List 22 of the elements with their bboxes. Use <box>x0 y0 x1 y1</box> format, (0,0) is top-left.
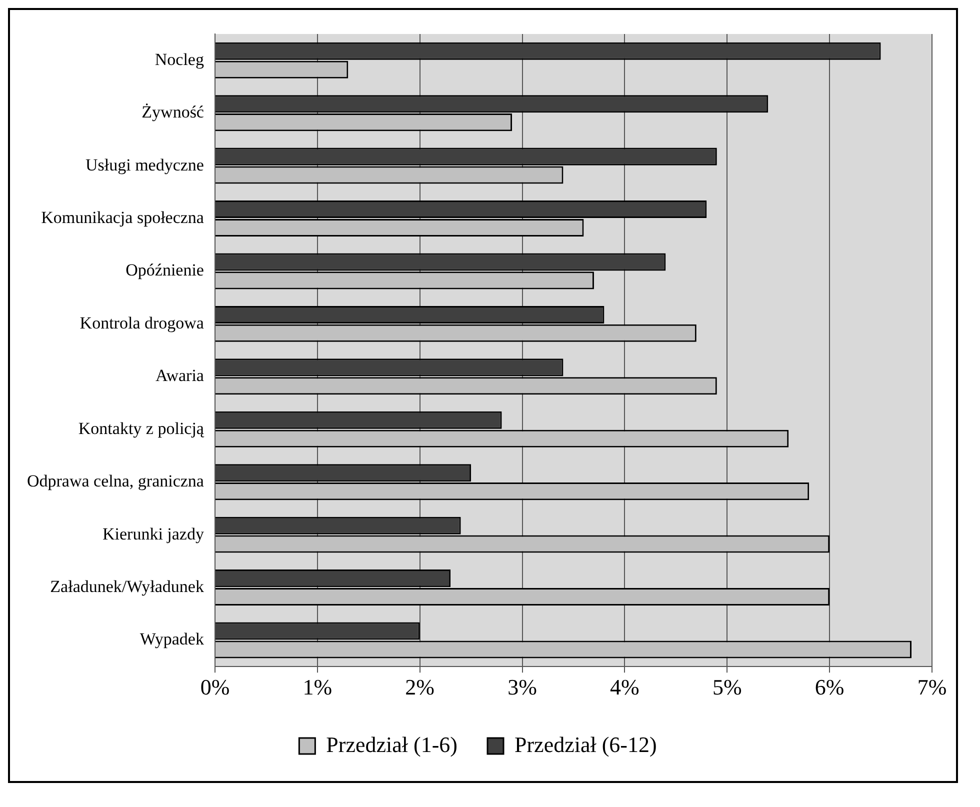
y-tick-label: Kontrola drogowa <box>80 313 204 332</box>
x-tick-label: 7% <box>917 674 947 700</box>
x-tick-label: 6% <box>814 674 844 700</box>
legend-label: Przedział (1-6) <box>326 732 458 757</box>
x-tick-label: 5% <box>712 674 742 700</box>
x-tick-label: 2% <box>405 674 435 700</box>
y-tick-label: Opóźnienie <box>126 260 204 280</box>
y-tick-label: Awaria <box>156 366 204 386</box>
y-tick-label: Kontakty z policją <box>78 418 204 438</box>
legend-label: Przedział (6-12) <box>514 732 657 757</box>
y-tick-label: Komunikacja społeczna <box>41 208 204 227</box>
y-tick-label: Kierunki jazdy <box>102 524 204 544</box>
x-tick-label: 4% <box>610 674 640 700</box>
x-tick-label: 0% <box>200 674 230 700</box>
y-tick-label: Odprawa celna, graniczna <box>26 472 204 491</box>
y-tick-label: Nocleg <box>154 50 204 69</box>
y-tick-label: Usługi medyczne <box>85 155 204 174</box>
y-tick-label: Wypadek <box>140 630 204 649</box>
y-tick-label: Żywność <box>142 102 204 122</box>
x-tick-label: 1% <box>302 674 332 700</box>
y-tick-label: Załadunek/Wyładunek <box>50 576 204 596</box>
x-tick-label: 3% <box>508 674 537 700</box>
